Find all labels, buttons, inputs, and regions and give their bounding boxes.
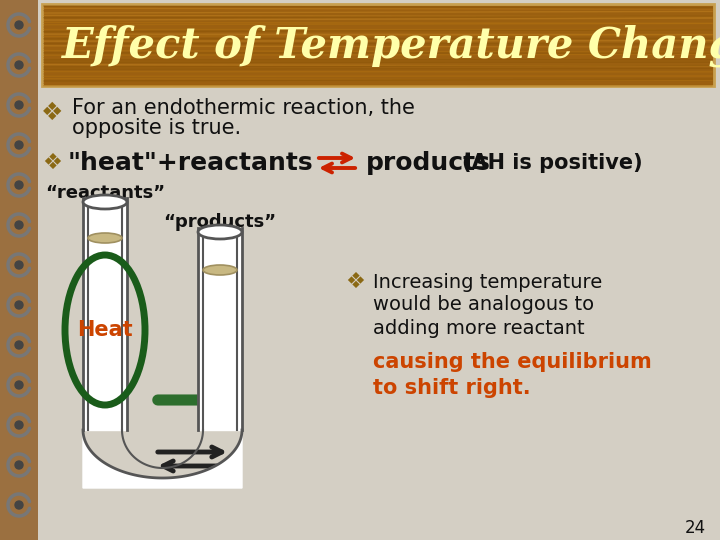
Circle shape [15,101,23,109]
Circle shape [15,421,23,429]
Text: products: products [366,151,491,175]
Text: to shift right.: to shift right. [373,378,531,398]
Circle shape [15,341,23,349]
Text: “products”: “products” [163,213,276,231]
Bar [0,0,38,540]
Polygon shape [83,430,242,488]
Circle shape [15,301,23,309]
Text: Effect of Temperature Change: Effect of Temperature Change [62,25,720,68]
Circle shape [15,501,23,509]
Text: opposite is true.: opposite is true. [72,118,241,138]
Circle shape [15,61,23,69]
Text: "heat"+reactants: "heat"+reactants [68,151,314,175]
Text: adding more reactant: adding more reactant [373,319,585,338]
Circle shape [15,261,23,269]
Text: ❖: ❖ [41,101,63,125]
Circle shape [15,141,23,149]
Circle shape [15,381,23,389]
Ellipse shape [88,233,122,243]
Ellipse shape [198,225,242,239]
Text: 24: 24 [685,519,706,537]
Bar [42,4,714,86]
Text: Increasing temperature: Increasing temperature [373,273,602,292]
Circle shape [15,21,23,29]
Circle shape [15,181,23,189]
Text: “reactants”: “reactants” [45,184,165,202]
Text: ❖: ❖ [345,272,365,292]
Text: For an endothermic reaction, the: For an endothermic reaction, the [72,98,415,118]
Text: would be analogous to: would be analogous to [373,295,594,314]
Ellipse shape [203,265,237,275]
Circle shape [15,221,23,229]
Text: ❖: ❖ [42,153,62,173]
Text: causing the equilibrium: causing the equilibrium [373,352,652,372]
Ellipse shape [83,195,127,209]
Text: (ΔH is positive): (ΔH is positive) [462,153,643,173]
Text: Heat: Heat [77,320,132,340]
Circle shape [15,461,23,469]
